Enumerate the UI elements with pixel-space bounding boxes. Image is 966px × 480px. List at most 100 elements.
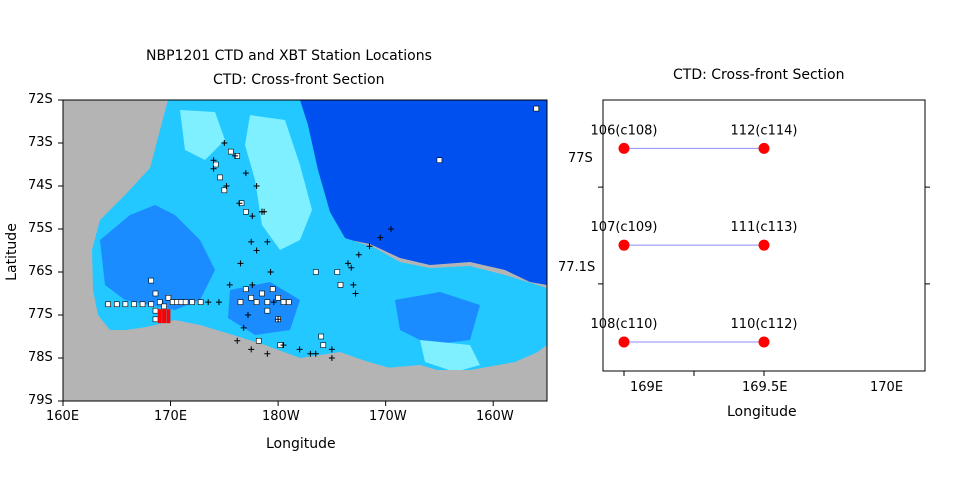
map-ytick-label: 72S bbox=[28, 92, 53, 107]
xbt-station-marker bbox=[355, 251, 362, 258]
section-highlight-marker bbox=[157, 309, 162, 324]
xbt-station-marker bbox=[264, 350, 271, 357]
xbt-station-marker bbox=[215, 299, 222, 306]
map-ticks bbox=[58, 99, 494, 406]
map-ytick-label: 74S bbox=[28, 178, 53, 193]
ctd-station-marker bbox=[131, 301, 137, 308]
map-frame bbox=[62, 99, 548, 402]
ocean-shallow bbox=[245, 115, 312, 250]
ctd-station-marker bbox=[212, 161, 219, 168]
section-highlight-marker bbox=[162, 309, 167, 324]
xbt-station-marker bbox=[296, 346, 303, 353]
ctd-station-marker bbox=[113, 301, 120, 308]
ctd-station-marker bbox=[221, 187, 228, 194]
ctd-station-marker bbox=[122, 301, 129, 308]
ctd-station-marker bbox=[197, 299, 204, 305]
map-ytick-label: 76S bbox=[28, 264, 53, 279]
ctd-station-marker bbox=[275, 294, 281, 301]
xbt-station-marker bbox=[236, 200, 243, 207]
xbt-station-marker bbox=[205, 299, 212, 306]
ctd-station-marker bbox=[436, 157, 443, 163]
xbt-station-marker bbox=[267, 269, 274, 275]
xbt-station-marker bbox=[352, 290, 359, 297]
section-ytick-label: 77S bbox=[568, 151, 593, 166]
map-xtick-label: 160W bbox=[476, 409, 514, 424]
ctd-station-marker bbox=[152, 316, 159, 323]
xbt-station-marker bbox=[377, 234, 384, 241]
xbt-station-marker bbox=[253, 247, 260, 254]
section-xtick-label: 169.5E bbox=[742, 380, 788, 395]
xbt-station-marker bbox=[232, 152, 239, 159]
ctd-station-marker bbox=[157, 299, 163, 305]
ctd-station-marker bbox=[161, 303, 167, 310]
ctd-station-marker bbox=[217, 174, 223, 181]
section-highlight-marker bbox=[166, 309, 171, 324]
xbt-station-marker bbox=[253, 183, 260, 189]
ctd-station-marker bbox=[255, 337, 262, 344]
ctd-station-marker bbox=[105, 301, 111, 308]
section-xlabel: Longitude bbox=[727, 404, 797, 420]
ice-shelf-land bbox=[63, 322, 547, 401]
map-xtick-label: 180W bbox=[262, 409, 300, 424]
ctd-station-marker bbox=[182, 299, 189, 305]
xbt-station-marker bbox=[366, 243, 373, 250]
xbt-station-marker bbox=[258, 208, 265, 215]
section-title: CTD: Cross-front Section bbox=[673, 67, 845, 83]
ctd-station-marker bbox=[318, 333, 324, 340]
xbt-station-marker bbox=[249, 281, 256, 288]
ctd-station-marker bbox=[243, 286, 249, 293]
xbt-station-marker bbox=[248, 346, 255, 353]
ocean-mid-2 bbox=[228, 282, 300, 335]
map-xlabel: Longitude bbox=[266, 436, 336, 452]
xbt-station-marker bbox=[249, 213, 256, 220]
map-ytick-label: 73S bbox=[28, 135, 53, 150]
section-xtick-label: 170E bbox=[870, 380, 904, 395]
xbt-station-marker bbox=[307, 350, 314, 357]
xbt-station-marker bbox=[348, 264, 355, 271]
ctd-station-marker bbox=[237, 299, 244, 305]
map-ytick-label: 79S bbox=[28, 393, 53, 408]
ctd-station-marker bbox=[320, 342, 327, 348]
xbt-station-marker bbox=[244, 312, 251, 318]
map-xtick-label: 170W bbox=[369, 409, 407, 424]
xbt-station-marker bbox=[280, 342, 287, 349]
map-ytick-label: 78S bbox=[28, 350, 53, 365]
xbt-station-marker bbox=[350, 281, 357, 288]
xbt-station-marker bbox=[270, 299, 277, 306]
ctd-station-marker bbox=[189, 299, 195, 305]
ctd-station-marker bbox=[264, 307, 271, 314]
ocean-shallow-3 bbox=[420, 340, 480, 372]
ctd-station-marker bbox=[312, 269, 319, 275]
xbt-station-marker bbox=[210, 157, 217, 164]
xbt-station-marker bbox=[221, 140, 228, 146]
section-ytick-label: 77.1S bbox=[558, 260, 596, 275]
ctd-station-marker bbox=[152, 290, 159, 297]
ocean-deep bbox=[63, 100, 547, 285]
ctd-station-marker bbox=[269, 286, 276, 293]
map-ytick-label: 77S bbox=[28, 307, 53, 322]
section-xtick-label: 169E bbox=[630, 380, 664, 395]
ctd-station-marker bbox=[152, 307, 159, 314]
map-xtick-label: 160E bbox=[46, 409, 80, 424]
map-title-line2: CTD: Cross-front Section bbox=[213, 72, 385, 88]
xbt-station-marker bbox=[226, 281, 233, 288]
ctd-station-marker bbox=[264, 299, 271, 305]
xbt-station-marker bbox=[275, 316, 282, 323]
xbt-station-marker bbox=[388, 226, 395, 232]
map-title-line1: NBP1201 CTD and XBT Station Locations bbox=[146, 48, 432, 64]
ctd-station-marker bbox=[253, 299, 260, 305]
ctd-station-marker bbox=[259, 290, 265, 297]
xbt-station-marker bbox=[210, 165, 217, 172]
xbt-station-marker bbox=[328, 355, 335, 361]
xbt-station-marker bbox=[234, 337, 241, 344]
xbt-station-marker bbox=[345, 260, 352, 267]
xbt-station-marker bbox=[240, 324, 247, 331]
map-ylabel: Latitude bbox=[4, 223, 20, 281]
ctd-station-marker bbox=[334, 269, 341, 275]
ctd-station-marker bbox=[286, 299, 292, 305]
ctd-station-marker bbox=[139, 301, 146, 308]
ctd-station-marker bbox=[248, 294, 255, 301]
ctd-station-marker bbox=[243, 209, 249, 215]
ocean-shallow-2 bbox=[180, 110, 225, 160]
